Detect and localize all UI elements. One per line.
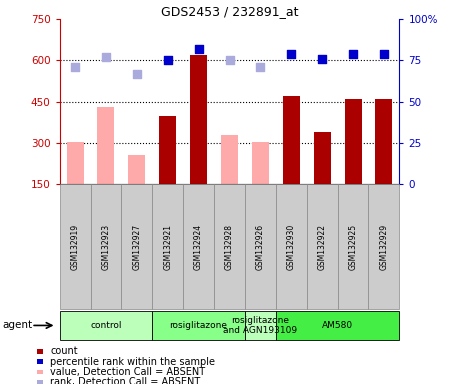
Bar xyxy=(221,135,238,184)
Point xyxy=(195,46,202,52)
Text: AM580: AM580 xyxy=(322,321,353,330)
Bar xyxy=(283,96,300,184)
Point xyxy=(102,54,110,60)
Text: GSM132923: GSM132923 xyxy=(101,223,111,270)
Point xyxy=(288,51,295,57)
Point xyxy=(226,58,233,64)
Text: agent: agent xyxy=(2,320,33,331)
Text: count: count xyxy=(50,346,78,356)
Text: control: control xyxy=(90,321,122,330)
Point xyxy=(319,56,326,62)
Point xyxy=(164,58,171,64)
Title: GDS2453 / 232891_at: GDS2453 / 232891_at xyxy=(161,5,298,18)
Text: GSM132928: GSM132928 xyxy=(225,224,234,270)
Bar xyxy=(375,99,392,184)
Point xyxy=(380,51,387,57)
Bar xyxy=(97,107,114,184)
Text: GSM132926: GSM132926 xyxy=(256,223,265,270)
Point xyxy=(133,71,140,77)
Text: GSM132924: GSM132924 xyxy=(194,223,203,270)
Bar xyxy=(159,116,176,184)
Text: GSM132927: GSM132927 xyxy=(132,223,141,270)
Text: GSM132921: GSM132921 xyxy=(163,224,172,270)
Point xyxy=(72,64,79,70)
Text: rosiglitazone: rosiglitazone xyxy=(170,321,228,330)
Text: GSM132922: GSM132922 xyxy=(318,224,327,270)
Bar xyxy=(129,156,146,184)
Bar xyxy=(252,142,269,184)
Point xyxy=(349,51,357,57)
Bar xyxy=(67,142,84,184)
Text: value, Detection Call = ABSENT: value, Detection Call = ABSENT xyxy=(50,367,205,377)
Text: rosiglitazone
and AGN193109: rosiglitazone and AGN193109 xyxy=(224,316,297,335)
Text: GSM132930: GSM132930 xyxy=(287,223,296,270)
Text: GSM132925: GSM132925 xyxy=(348,223,358,270)
Bar xyxy=(345,99,362,184)
Text: percentile rank within the sample: percentile rank within the sample xyxy=(50,357,215,367)
Text: GSM132929: GSM132929 xyxy=(380,223,388,270)
Text: GSM132919: GSM132919 xyxy=(71,223,79,270)
Bar xyxy=(190,55,207,184)
Point xyxy=(257,64,264,70)
Bar xyxy=(313,132,330,184)
Text: rank, Detection Call = ABSENT: rank, Detection Call = ABSENT xyxy=(50,377,201,384)
